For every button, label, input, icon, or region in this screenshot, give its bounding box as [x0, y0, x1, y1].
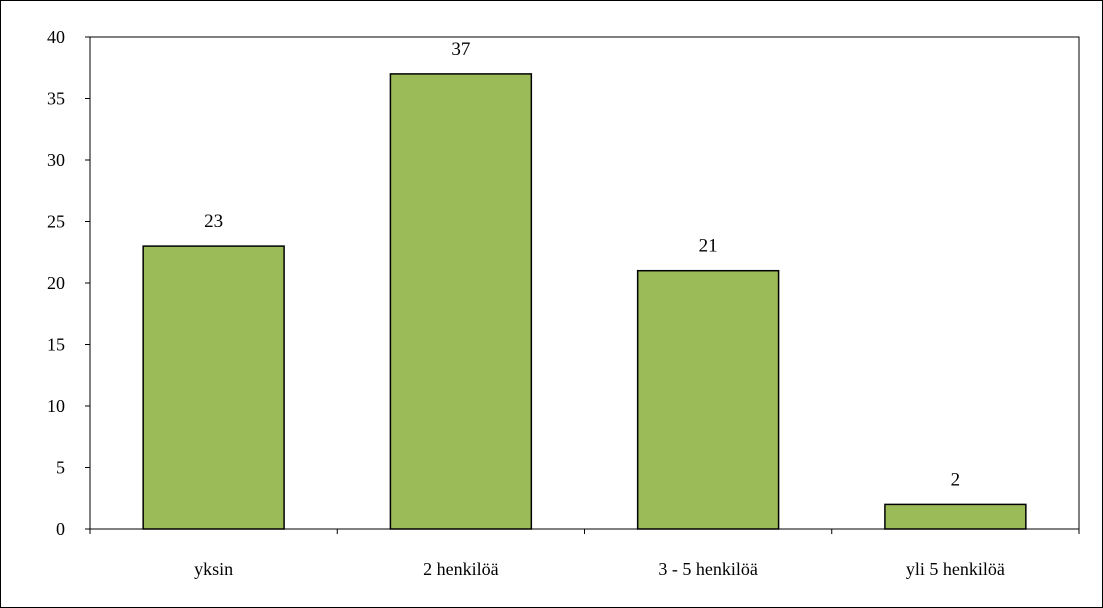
y-tick-label: 35 [47, 89, 65, 109]
y-tick-label: 30 [47, 150, 65, 170]
bars [142, 73, 1027, 530]
data-label: 37 [451, 39, 470, 60]
x-category-label: 3 - 5 henkilöä [658, 559, 757, 579]
bar [142, 245, 285, 530]
y-tick-label: 15 [47, 335, 65, 355]
data-label: 21 [699, 236, 718, 257]
y-tick-label: 10 [47, 396, 65, 416]
x-axis: yksin 2 henkilöä 3 - 5 henkilöä yli 5 henki… [89, 529, 1080, 579]
x-category-label: yli 5 henkilöä [906, 559, 1005, 579]
data-label: 23 [204, 211, 223, 232]
bar [884, 503, 1027, 530]
y-tick-label: 5 [56, 458, 65, 478]
y-tick-label: 20 [47, 273, 65, 293]
bar [389, 73, 533, 530]
y-tick-label: 40 [47, 27, 65, 47]
y-tick-label: 25 [47, 212, 65, 232]
data-labels: 23 37 21 2 [204, 39, 961, 490]
x-category-label: yksin [194, 559, 233, 579]
y-axis: 0 5 10 15 20 25 30 35 40 [47, 27, 90, 539]
x-category-label: 2 henkilöä [423, 559, 498, 579]
bar [636, 269, 780, 530]
data-label: 2 [951, 469, 961, 490]
y-tick-label: 0 [56, 519, 65, 539]
